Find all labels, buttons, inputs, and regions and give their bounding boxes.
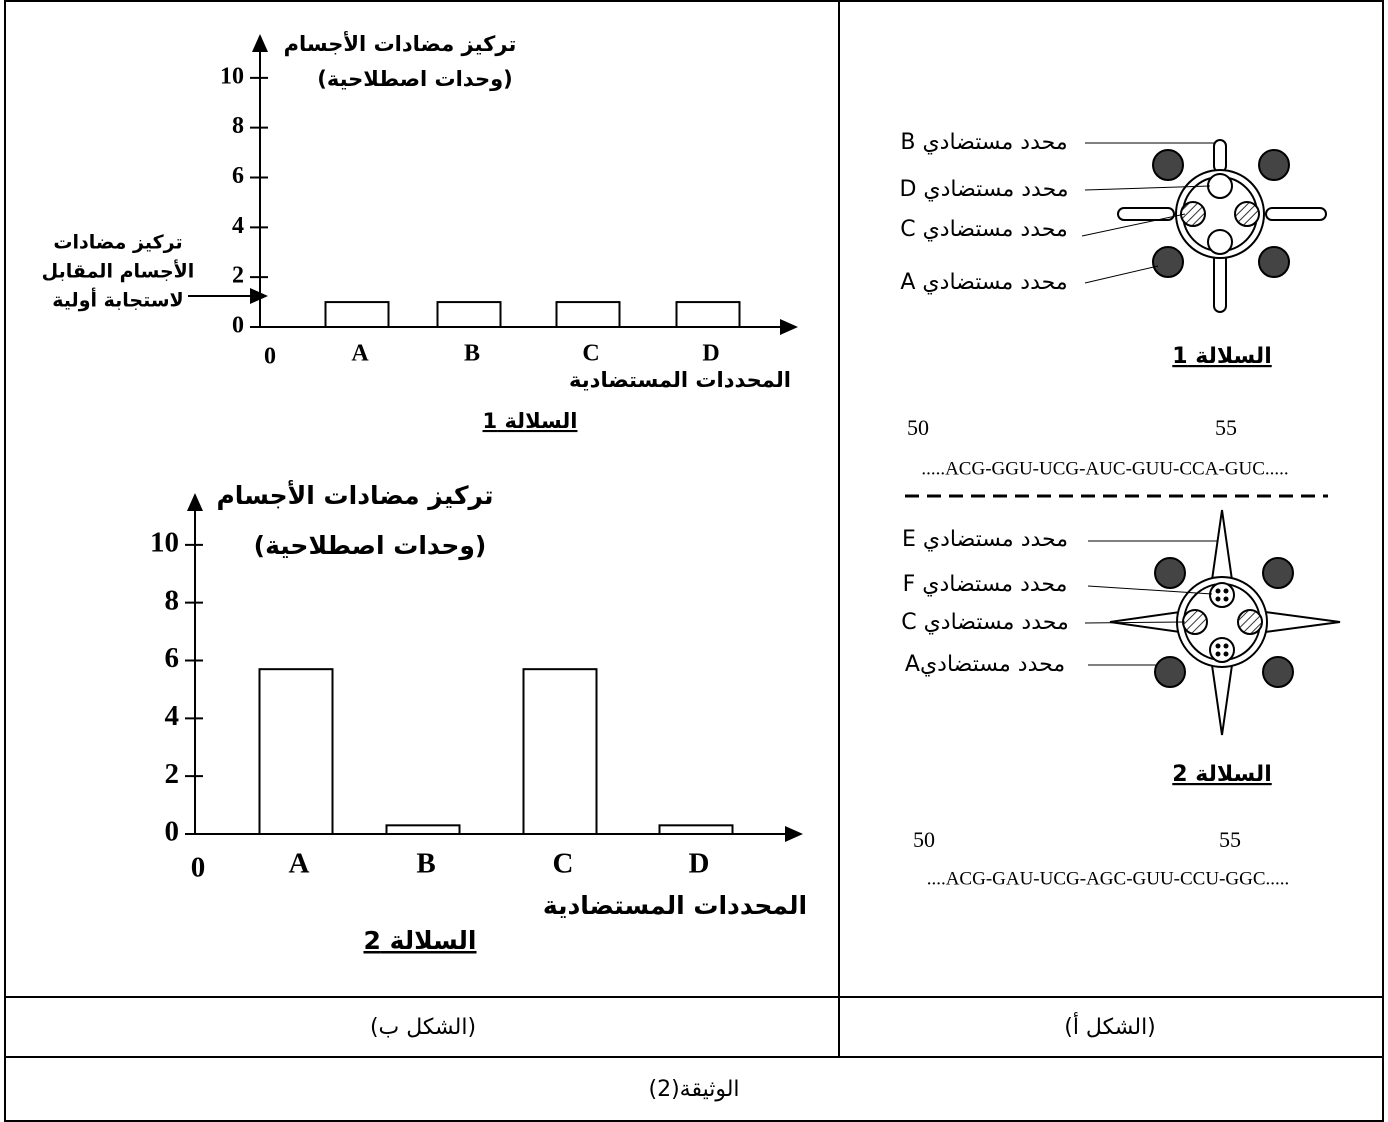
chart-caption: السلالة 1 bbox=[483, 409, 578, 433]
y-tick-label: 2 bbox=[165, 758, 180, 790]
antigen-label: محدد مستضادي A bbox=[900, 270, 1067, 295]
x-tick-label: B bbox=[416, 848, 435, 880]
y-tick-label: 8 bbox=[165, 584, 180, 616]
annotation: لاستجابة أولية bbox=[52, 288, 183, 312]
document-label: الوثيقة(2) bbox=[648, 1077, 739, 1102]
bar bbox=[260, 669, 333, 834]
y-tick-label: 6 bbox=[232, 163, 244, 189]
antigen-label: محدد مستضادي B bbox=[900, 130, 1067, 155]
sequence-position: 55 bbox=[1219, 827, 1241, 852]
bar bbox=[557, 302, 620, 327]
y-tick-label: 8 bbox=[232, 113, 244, 139]
y-tick-label: 0 bbox=[232, 313, 244, 339]
strain-1-diagram bbox=[1082, 140, 1326, 312]
y-axis-title: (وحدات اصطلاحية) bbox=[254, 531, 487, 561]
y-tick-label: 0 bbox=[165, 816, 180, 848]
x-tick-label: A bbox=[351, 341, 369, 367]
antigen-label: محدد مستضادي F bbox=[903, 572, 1068, 597]
y-tick-label: 4 bbox=[165, 700, 180, 732]
antigen-label: محدد مستضادي E bbox=[902, 527, 1068, 552]
x-axis-title: المحددات المستضادية bbox=[543, 891, 807, 920]
rna-sequence: ....ACG-GAU-UCG-AGC-GUU-CCU-GGC..... bbox=[927, 868, 1290, 889]
document: محدد مستضادي B محدد مستضادي D محدد مستضا… bbox=[0, 0, 1388, 1122]
x-tick-label: B bbox=[464, 341, 480, 367]
bar bbox=[677, 302, 740, 327]
antigen-label: محدد مستضادي C bbox=[900, 217, 1068, 242]
y-tick-label: 2 bbox=[232, 263, 244, 289]
y-tick-label: 6 bbox=[165, 642, 180, 674]
y-axis-title: تركيز مضادات الأجسام bbox=[216, 480, 493, 511]
x-tick-label: C bbox=[553, 848, 574, 880]
origin-label: 0 bbox=[264, 344, 276, 370]
bar bbox=[660, 825, 733, 834]
y-axis-title: (وحدات اصطلاحية) bbox=[317, 67, 512, 91]
y-tick-label: 4 bbox=[232, 213, 244, 239]
y-tick-label: 10 bbox=[150, 526, 179, 558]
strain-caption: السلالة 1 bbox=[1172, 344, 1271, 369]
x-tick-label: D bbox=[702, 341, 719, 367]
x-tick-label: C bbox=[582, 341, 599, 367]
chart-caption: السلالة 2 bbox=[363, 926, 476, 955]
annotation: تركيز مضادات bbox=[53, 232, 182, 254]
bar bbox=[387, 825, 460, 834]
sequence-position: 50 bbox=[907, 415, 929, 440]
bar bbox=[326, 302, 389, 327]
annotation: الأجسام المقابل bbox=[42, 260, 195, 283]
figure-caption: (الشكل ب) bbox=[370, 1015, 476, 1040]
bar bbox=[438, 302, 501, 327]
x-tick-label: A bbox=[289, 848, 310, 880]
rna-sequence: .....ACG-GGU-UCG-AUC-GUU-CCA-GUC..... bbox=[921, 458, 1288, 479]
sequence-position: 50 bbox=[913, 827, 935, 852]
antigen-label: محدد مستضادي C bbox=[901, 610, 1069, 635]
x-tick-label: D bbox=[689, 848, 710, 880]
antigen-label: محدد مستضاديA bbox=[905, 652, 1065, 677]
strain-2-diagram bbox=[1085, 510, 1340, 735]
x-axis-title: المحددات المستضادية bbox=[569, 368, 791, 392]
figure-caption: (الشكل أ) bbox=[1064, 1012, 1156, 1040]
antigen-label: محدد مستضادي D bbox=[899, 177, 1068, 202]
y-tick-label: 10 bbox=[220, 63, 244, 89]
origin-label: 0 bbox=[191, 852, 206, 884]
bar bbox=[524, 669, 597, 834]
sequence-position: 55 bbox=[1215, 415, 1237, 440]
y-axis-title: تركيز مضادات الأجسام bbox=[284, 30, 517, 56]
strain-caption: السلالة 2 bbox=[1172, 762, 1271, 787]
